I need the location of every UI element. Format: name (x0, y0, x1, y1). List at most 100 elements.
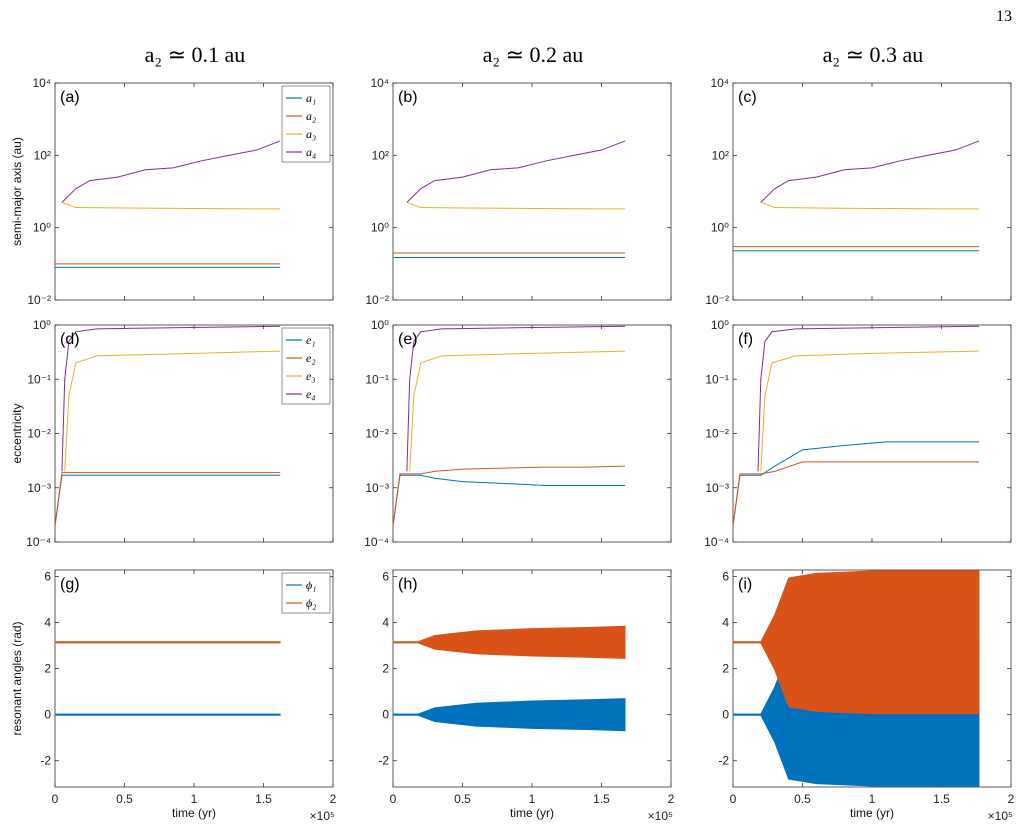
legend-entry: a₃ (306, 127, 316, 141)
column-title-1: a₂ ≃ 0.1 au (144, 42, 246, 67)
y-tick-label: 10⁻² (705, 293, 729, 307)
x-tick-label: 2 (668, 792, 675, 806)
y-tick-label: 10⁻³ (27, 481, 51, 495)
column-title-3: a₂ ≃ 0.3 au (822, 42, 924, 67)
plot-frame (392, 569, 672, 788)
panel-label-d: (d) (60, 331, 80, 348)
y-tick-label: 4 (44, 616, 51, 630)
y-tick-label: 10⁴ (370, 76, 389, 90)
series-4-line (61, 325, 281, 472)
series-2-line (392, 465, 626, 526)
series-1-band (392, 698, 626, 732)
x-tick-label: 1 (869, 792, 876, 806)
y-tick-label: 2 (722, 662, 729, 676)
x-axis-multiplier: ×10⁵ (648, 809, 673, 823)
y-tick-label: -2 (378, 754, 389, 768)
series-1-line (392, 474, 626, 526)
panel-label-a: (a) (60, 89, 80, 106)
y-tick-label: 10⁴ (32, 76, 51, 90)
y-tick-label: 10⁻⁴ (704, 535, 729, 549)
y-tick-label: 6 (44, 569, 51, 583)
legend-entry: a₁ (306, 91, 316, 105)
x-tick-label: 0.5 (116, 792, 133, 806)
y-tick-label: 10⁻² (27, 293, 51, 307)
y-tick-label: -2 (40, 754, 51, 768)
y-tick-label: 4 (382, 616, 389, 630)
series-4-line (406, 140, 626, 203)
x-tick-label: 0 (730, 792, 737, 806)
x-axis-label: time (yr) (850, 806, 894, 820)
panel-i: -2 0 2 4 6 0 0.5 1 1.5 2 time (yr) ×10⁵ (i) (718, 569, 1014, 823)
panel-e: 10⁻⁴ 10⁻³ 10⁻² 10⁻¹ 10⁰ (e) (364, 318, 672, 549)
y-tick-label: 10⁻³ (705, 481, 729, 495)
series-1-band (54, 713, 281, 716)
x-tick-label: 0 (390, 792, 397, 806)
y-tick-label: 4 (722, 616, 729, 630)
series-3-line (760, 350, 980, 472)
plot-frame (732, 82, 1012, 301)
legend-entry: e₁ (306, 333, 316, 347)
y-axis-label: resonant angles (rad) (10, 621, 24, 735)
y-axis-label: semi-major axis (au) (10, 137, 24, 246)
y-tick-label: -2 (718, 754, 729, 768)
panel-c: 10⁻² 10⁰ 10² 10⁴ (c) (705, 76, 1012, 307)
series-3-line (409, 350, 626, 472)
legend-entry: e₂ (306, 351, 316, 365)
y-tick-label: 10⁰ (711, 221, 729, 235)
x-tick-label: 1 (191, 792, 198, 806)
panel-f: 10⁻⁴ 10⁻³ 10⁻² 10⁻¹ 10⁰ (f) (704, 318, 1012, 549)
page-number: 13 (996, 8, 1012, 25)
plot-frame (732, 324, 1012, 543)
panel-label-g: (g) (60, 576, 80, 593)
series-4-line (757, 325, 980, 472)
y-tick-label: 10⁻² (27, 427, 51, 441)
plot-frame (392, 324, 672, 543)
y-tick-label: 6 (722, 569, 729, 583)
y-tick-label: 10² (34, 148, 51, 162)
y-tick-label: 10⁰ (711, 318, 729, 332)
panel-b: 10⁻² 10⁰ 10² 10⁴ (b) (365, 76, 672, 307)
panel-label-b: (b) (398, 89, 418, 106)
x-axis-multiplier: ×10⁵ (988, 809, 1013, 823)
x-tick-label: 0 (52, 792, 59, 806)
y-tick-label: 0 (44, 708, 51, 722)
y-tick-label: 10⁻¹ (705, 372, 729, 386)
panel-label-i: (i) (738, 576, 752, 593)
y-tick-label: 10⁻¹ (365, 372, 389, 386)
y-tick-label: 10⁰ (371, 318, 389, 332)
y-tick-label: 10⁻⁴ (364, 535, 389, 549)
legend: ϕ₁ ϕ₂ (281, 572, 331, 614)
y-tick-label: 10⁻⁴ (26, 535, 51, 549)
series-3-line (64, 350, 281, 472)
legend: a₁ a₂ a₃ a₄ (281, 85, 331, 163)
y-axis-label: eccentricity (10, 403, 24, 463)
series-2-line (732, 461, 980, 526)
y-tick-label: 10⁰ (33, 318, 51, 332)
series-4-line (760, 140, 980, 203)
panel-label-h: (h) (398, 576, 418, 593)
legend-entry: ϕ₂ (306, 596, 316, 610)
y-tick-label: 6 (382, 569, 389, 583)
panel-a: 10⁻² 10⁰ 10² 10⁴ semi-major axis (au) (a) a₁ a₂… (10, 76, 334, 307)
y-tick-label: 10⁻¹ (27, 372, 51, 386)
series-2-line (54, 472, 281, 526)
y-tick-label: 10⁰ (371, 221, 389, 235)
panel-h: -2 0 2 4 6 0 0.5 1 1.5 2 time (yr) ×10⁵ (h) (378, 569, 674, 823)
series-4-line (61, 140, 281, 203)
panel-label-c: (c) (738, 89, 757, 106)
panel-label-e: (e) (398, 331, 418, 348)
legend-entry: e₄ (306, 387, 316, 401)
y-tick-label: 10² (712, 148, 729, 162)
x-tick-label: 2 (1008, 792, 1015, 806)
x-tick-label: 2 (330, 792, 337, 806)
y-tick-label: 10⁻² (365, 293, 389, 307)
x-tick-label: 1.5 (933, 792, 950, 806)
series-3-line (61, 201, 281, 210)
y-tick-label: 10⁻² (705, 427, 729, 441)
legend-entry: a₂ (306, 109, 316, 123)
panel-label-f: (f) (738, 331, 753, 348)
series-2-band (54, 641, 281, 644)
legend-entry: e₃ (306, 369, 316, 383)
y-tick-label: 10⁴ (710, 76, 729, 90)
